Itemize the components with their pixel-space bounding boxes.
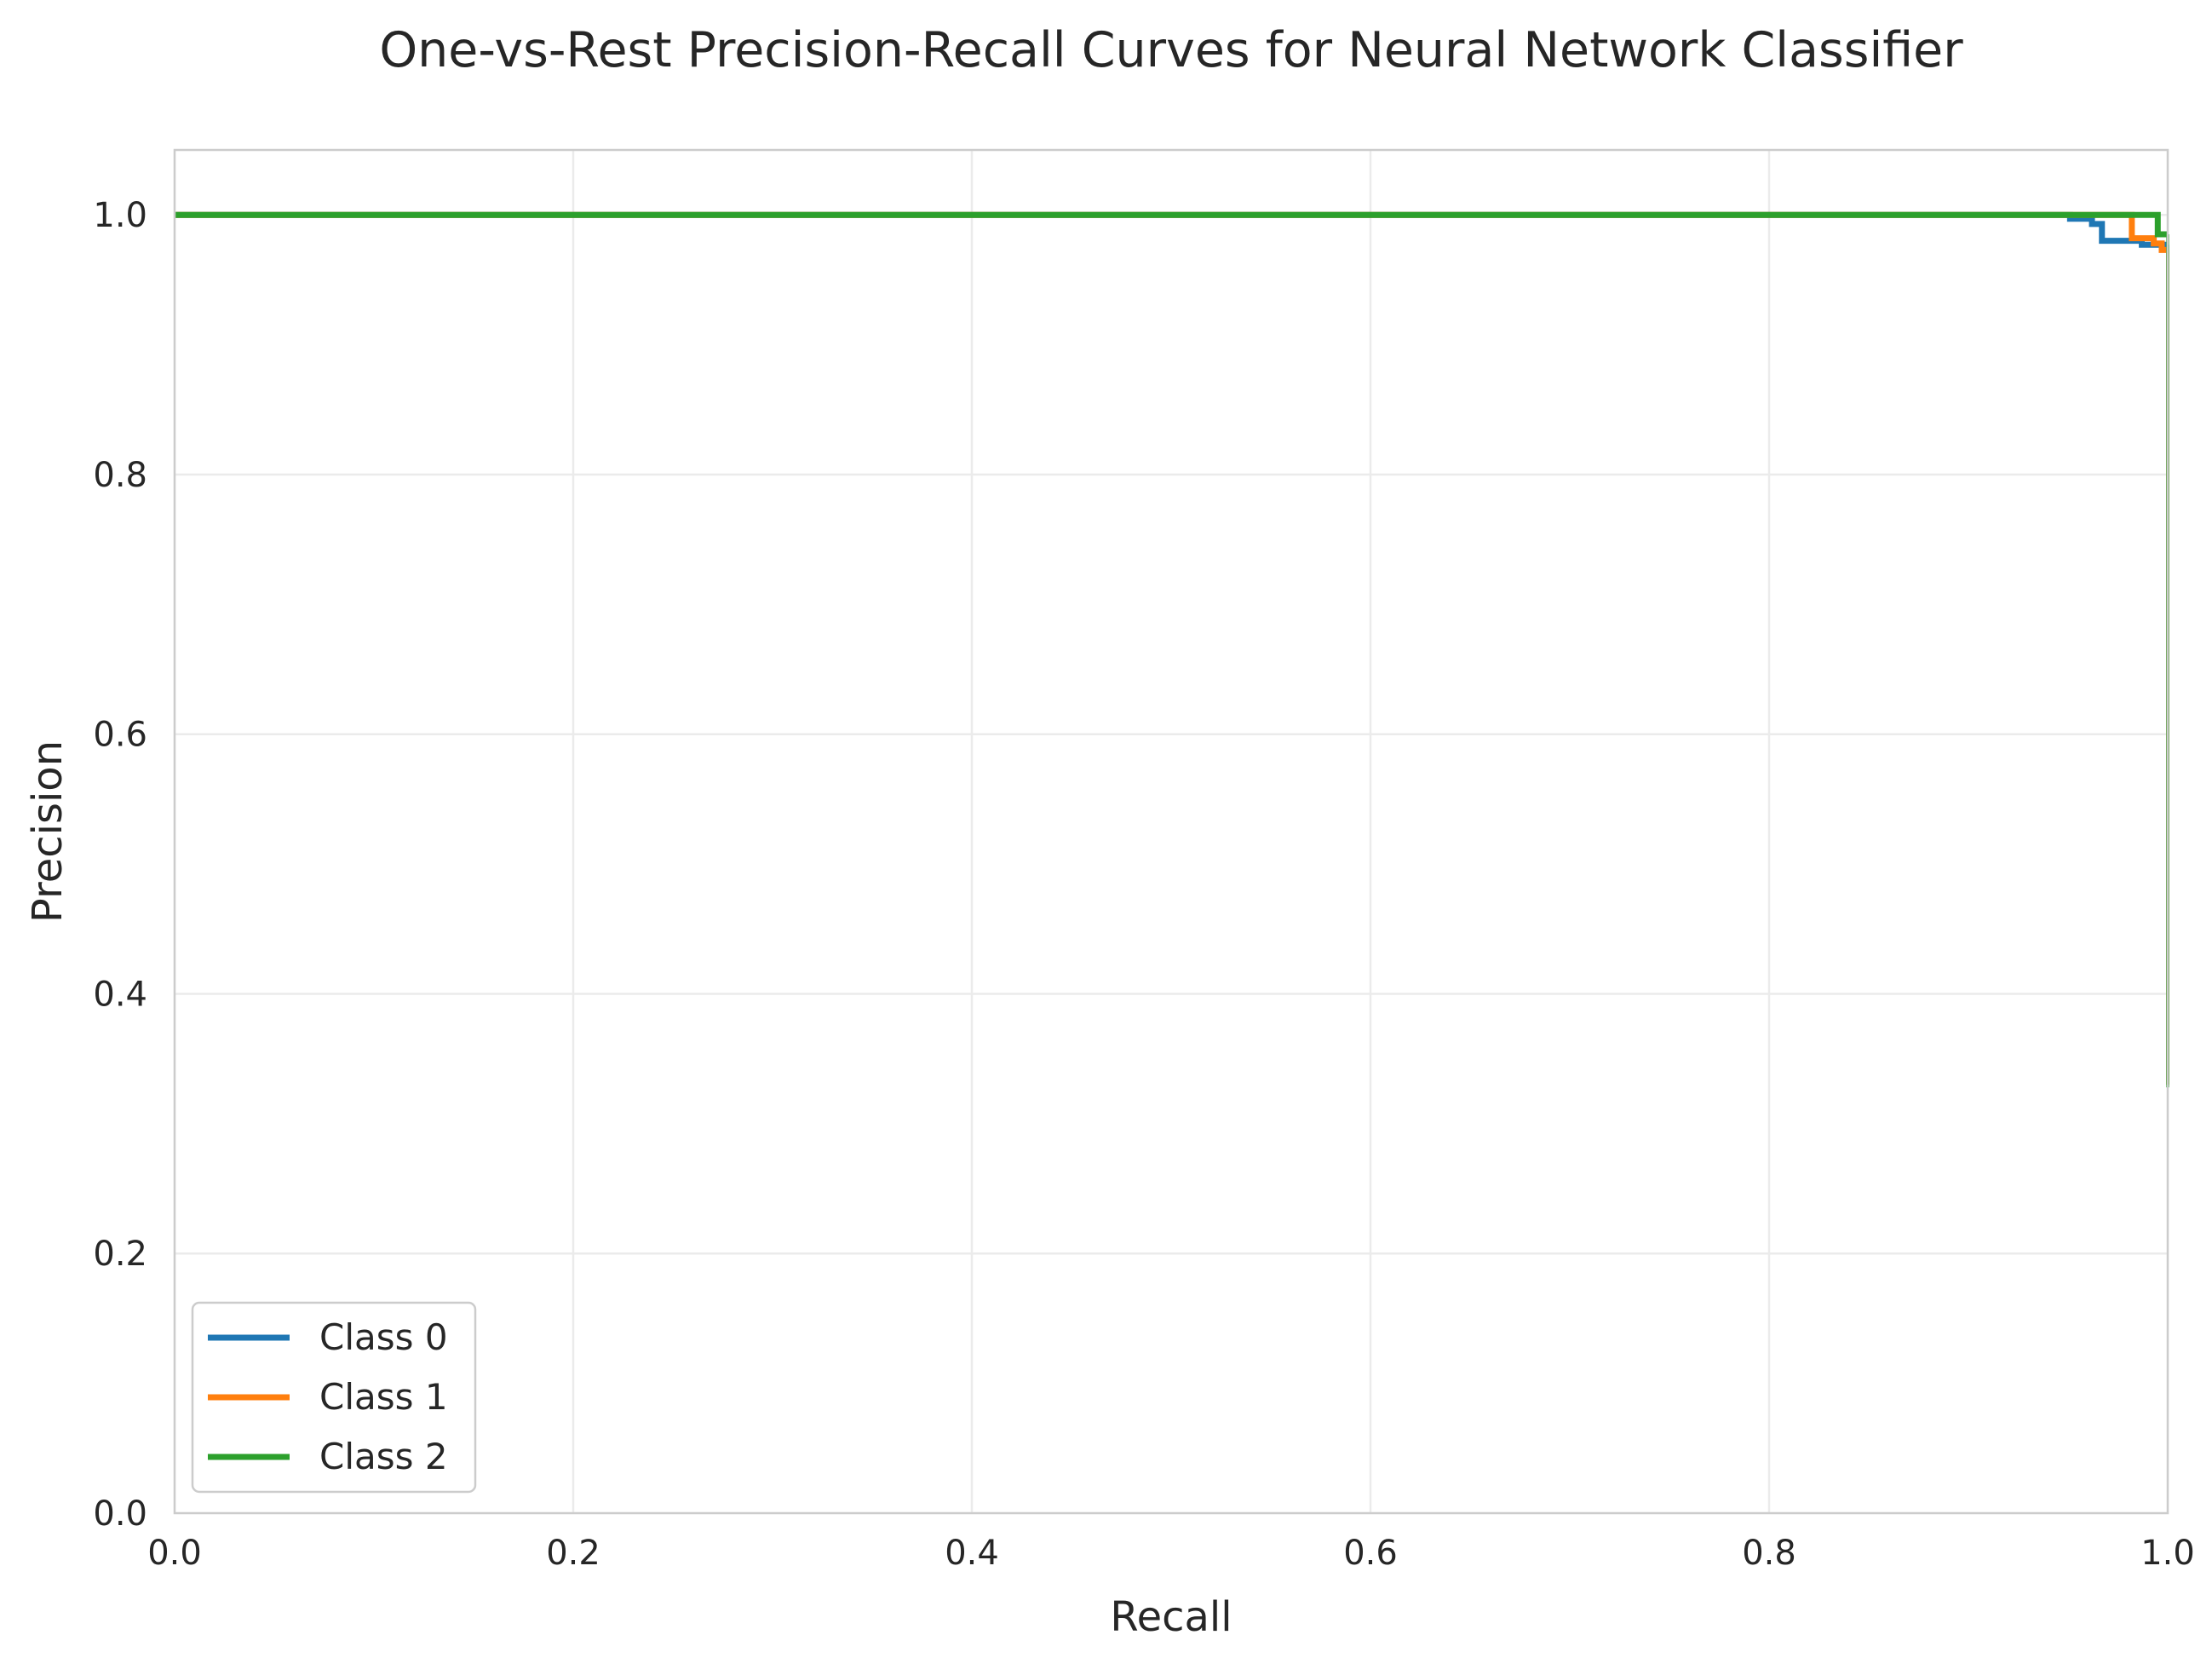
series-line	[175, 211, 2168, 253]
y-axis-label: Precision	[24, 740, 72, 923]
x-tick-label: 0.8	[1742, 1534, 1796, 1573]
chart-title: One-vs-Rest Precision-Recall Curves for …	[379, 22, 1963, 78]
x-tick-label: 0.2	[546, 1534, 600, 1573]
legend-label: Class 1	[319, 1376, 448, 1418]
legend-box	[191, 1301, 477, 1494]
x-tick-label: 1.0	[2140, 1534, 2195, 1573]
x-axis-label: Recall	[1110, 1593, 1232, 1641]
x-tick-label: 0.0	[147, 1534, 202, 1573]
y-tick-label: 0.4	[93, 975, 147, 1014]
plot-background	[175, 150, 2168, 1513]
y-tick-label: 1.0	[93, 196, 147, 235]
y-tick-labels: 0.0 0.2 0.4 0.6 0.8 1.0	[93, 196, 147, 1534]
x-tick-label: 0.6	[1343, 1534, 1398, 1573]
y-tick-label: 0.2	[93, 1235, 147, 1274]
y-tick-label: 0.6	[93, 716, 147, 755]
legend: Class 0 Class 1 Class 2	[191, 1301, 477, 1494]
series-line	[175, 211, 2168, 238]
x-tick-labels: 0.0 0.2 0.4 0.6 0.8 1.0	[147, 1534, 2195, 1573]
legend-label: Class 2	[319, 1436, 448, 1477]
y-tick-label: 0.8	[93, 456, 147, 495]
x-tick-label: 0.4	[945, 1534, 999, 1573]
y-tick-label: 0.0	[93, 1494, 147, 1534]
plot-frame	[173, 148, 2169, 1515]
legend-label: Class 0	[319, 1316, 448, 1358]
